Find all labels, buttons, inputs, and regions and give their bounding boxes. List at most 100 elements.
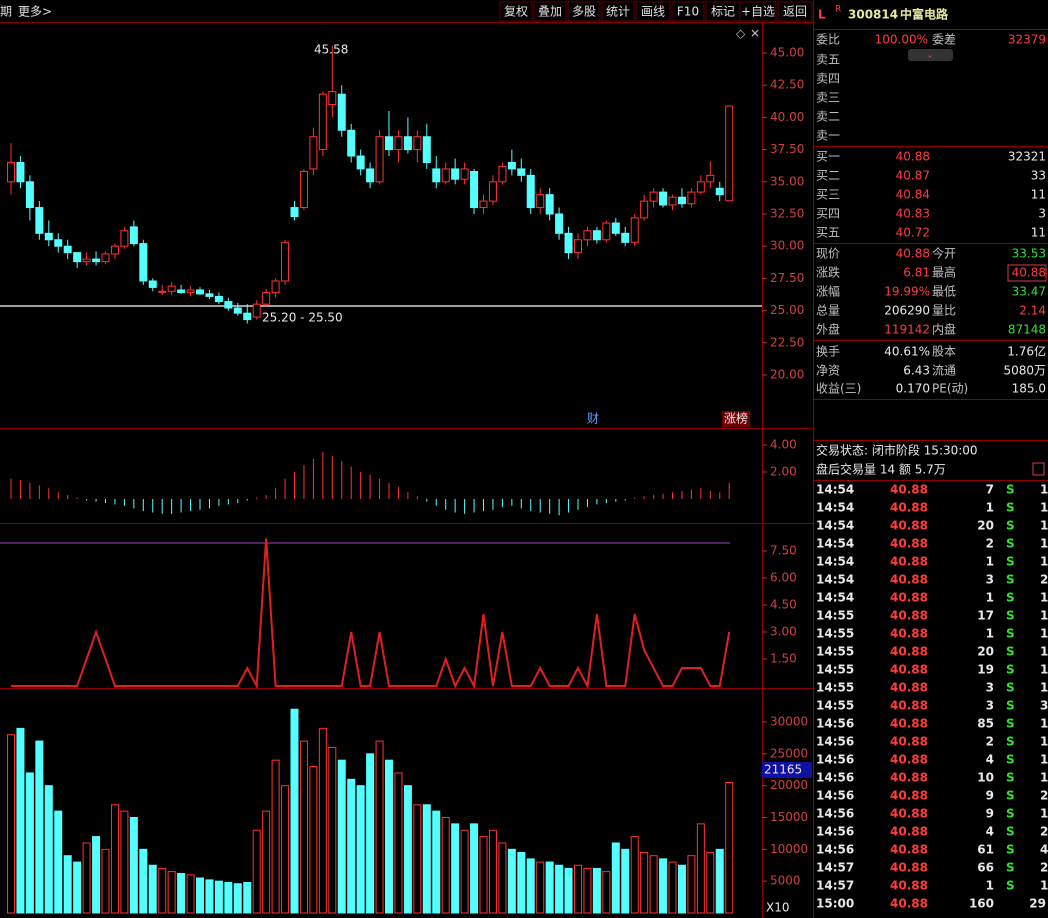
toolbar-button-label[interactable]: 叠加 (538, 5, 562, 19)
trade-volume: 20 (977, 519, 994, 533)
bid-volume: 11 (1031, 188, 1046, 202)
trade-side: S (1006, 807, 1015, 821)
trade-count: 1 (1040, 519, 1048, 533)
ask-label: 卖四 (816, 72, 840, 86)
volume-bar (224, 881, 233, 914)
toolbar-button[interactable] (635, 1, 671, 22)
candle-body (460, 168, 469, 180)
trade-count: 1 (1040, 609, 1048, 623)
toolbar-button-label[interactable]: F10 (677, 5, 699, 19)
toolbar-button-label[interactable]: 标记 (711, 5, 735, 19)
toolbar-button[interactable] (739, 1, 777, 22)
y-tick-label: 27.50 (770, 271, 804, 285)
collapse-button[interactable] (908, 49, 953, 61)
candle-body (488, 181, 497, 202)
stat-value: 33.47 (1012, 285, 1046, 299)
candle-body (35, 207, 44, 234)
toolbar-button[interactable] (777, 1, 813, 22)
toolbar-button-label[interactable]: +自选 (741, 5, 775, 19)
quote-panel: L R 300814 中富电路 委比 100.00% 委差 32379 ⌄ 交易… (813, 5, 1048, 481)
trade-volume: 1 (986, 879, 994, 893)
toolbar-button[interactable] (671, 1, 705, 22)
trade-volume: 3 (986, 573, 994, 587)
y-tick-label: 32.50 (770, 207, 804, 221)
volume-bar (129, 817, 138, 914)
stock-code: 300814 (848, 8, 898, 22)
stat-label: 股本 (932, 345, 956, 359)
diamond-icon[interactable]: ◇ (736, 27, 746, 41)
trade-time: 14:54 (816, 555, 854, 569)
candle-body (158, 290, 167, 293)
trade-price: 40.88 (890, 753, 928, 767)
trade-side: S (1006, 717, 1015, 731)
trade-time: 14:56 (816, 753, 854, 767)
volume-bar (328, 746, 337, 914)
candle-body (592, 230, 601, 241)
toolbar-button[interactable] (533, 1, 567, 22)
news-tag[interactable]: 财 (587, 412, 599, 426)
trade-volume: 2 (986, 735, 994, 749)
volume-bar (375, 740, 384, 914)
toolbar-button-label[interactable]: 画线 (641, 5, 665, 19)
stat-label: 换手 (816, 345, 840, 359)
toolbar-button[interactable] (601, 1, 635, 22)
volume-bar (706, 852, 715, 914)
candle-body (611, 222, 620, 234)
trade-time: 14:55 (816, 663, 854, 677)
trade-count: 2 (1040, 789, 1048, 803)
trade-side: S (1006, 573, 1015, 587)
trade-volume: 10 (977, 771, 994, 785)
toolbar-button-label[interactable]: 复权 (504, 5, 528, 19)
candle-body (101, 253, 110, 263)
candle-body (148, 280, 157, 288)
trade-count: 3 (1040, 699, 1048, 713)
volume-bar (63, 855, 72, 914)
stat-value: 185.0 (1012, 382, 1046, 396)
volume-bar (403, 785, 412, 914)
y-tick-label: 5000 (770, 874, 801, 888)
toolbar-button-label[interactable]: 多股 (572, 5, 596, 19)
bid-price: 40.88 (896, 150, 930, 164)
trade-price: 40.88 (890, 609, 928, 623)
y-tick-label: 30000 (770, 715, 808, 729)
toolbar-button[interactable] (567, 1, 601, 22)
trade-count: 1 (1040, 663, 1048, 677)
trade-volume: 1 (986, 627, 994, 641)
volume-bar (432, 810, 441, 914)
volume-bar (139, 848, 148, 914)
toolbar-button-label[interactable]: 统计 (606, 5, 630, 19)
volume-bar (592, 867, 601, 914)
candle-body (687, 191, 696, 205)
candle-body (233, 307, 242, 314)
trade-price: 40.88 (890, 897, 928, 911)
volume-bar (470, 823, 479, 914)
toolbar-button-label[interactable]: 返回 (783, 5, 807, 19)
volume-bar (413, 804, 422, 914)
rank-tag[interactable]: 涨榜 (724, 411, 748, 426)
volume-bar (271, 759, 280, 914)
trade-price: 40.88 (890, 843, 928, 857)
trade-side: S (1006, 519, 1015, 533)
trade-volume: 3 (986, 681, 994, 695)
trade-price: 40.88 (890, 573, 928, 587)
menu[interactable]: 更多> (18, 5, 52, 19)
trade-side: S (1006, 789, 1015, 803)
ask-label: 卖二 (816, 110, 840, 124)
candle-body (498, 165, 507, 183)
chart-icon[interactable] (1032, 462, 1045, 476)
candle-body (25, 181, 34, 209)
trade-count: 1 (1040, 645, 1048, 659)
candle-body (224, 301, 233, 309)
toolbar-button[interactable] (499, 1, 533, 22)
candle-body (196, 289, 204, 295)
trade-volume: 85 (977, 717, 994, 731)
menu[interactable]: 期 (0, 5, 12, 19)
trade-time: 14:55 (816, 699, 854, 713)
candle-body (555, 213, 564, 234)
close-icon[interactable]: ✕ (750, 27, 760, 41)
trade-price: 40.88 (890, 663, 928, 677)
collapse-icon[interactable]: ⌄ (926, 51, 934, 61)
trade-count: 1 (1040, 591, 1048, 605)
stat-label: 总量 (816, 304, 840, 318)
trade-count: 1 (1040, 483, 1048, 497)
